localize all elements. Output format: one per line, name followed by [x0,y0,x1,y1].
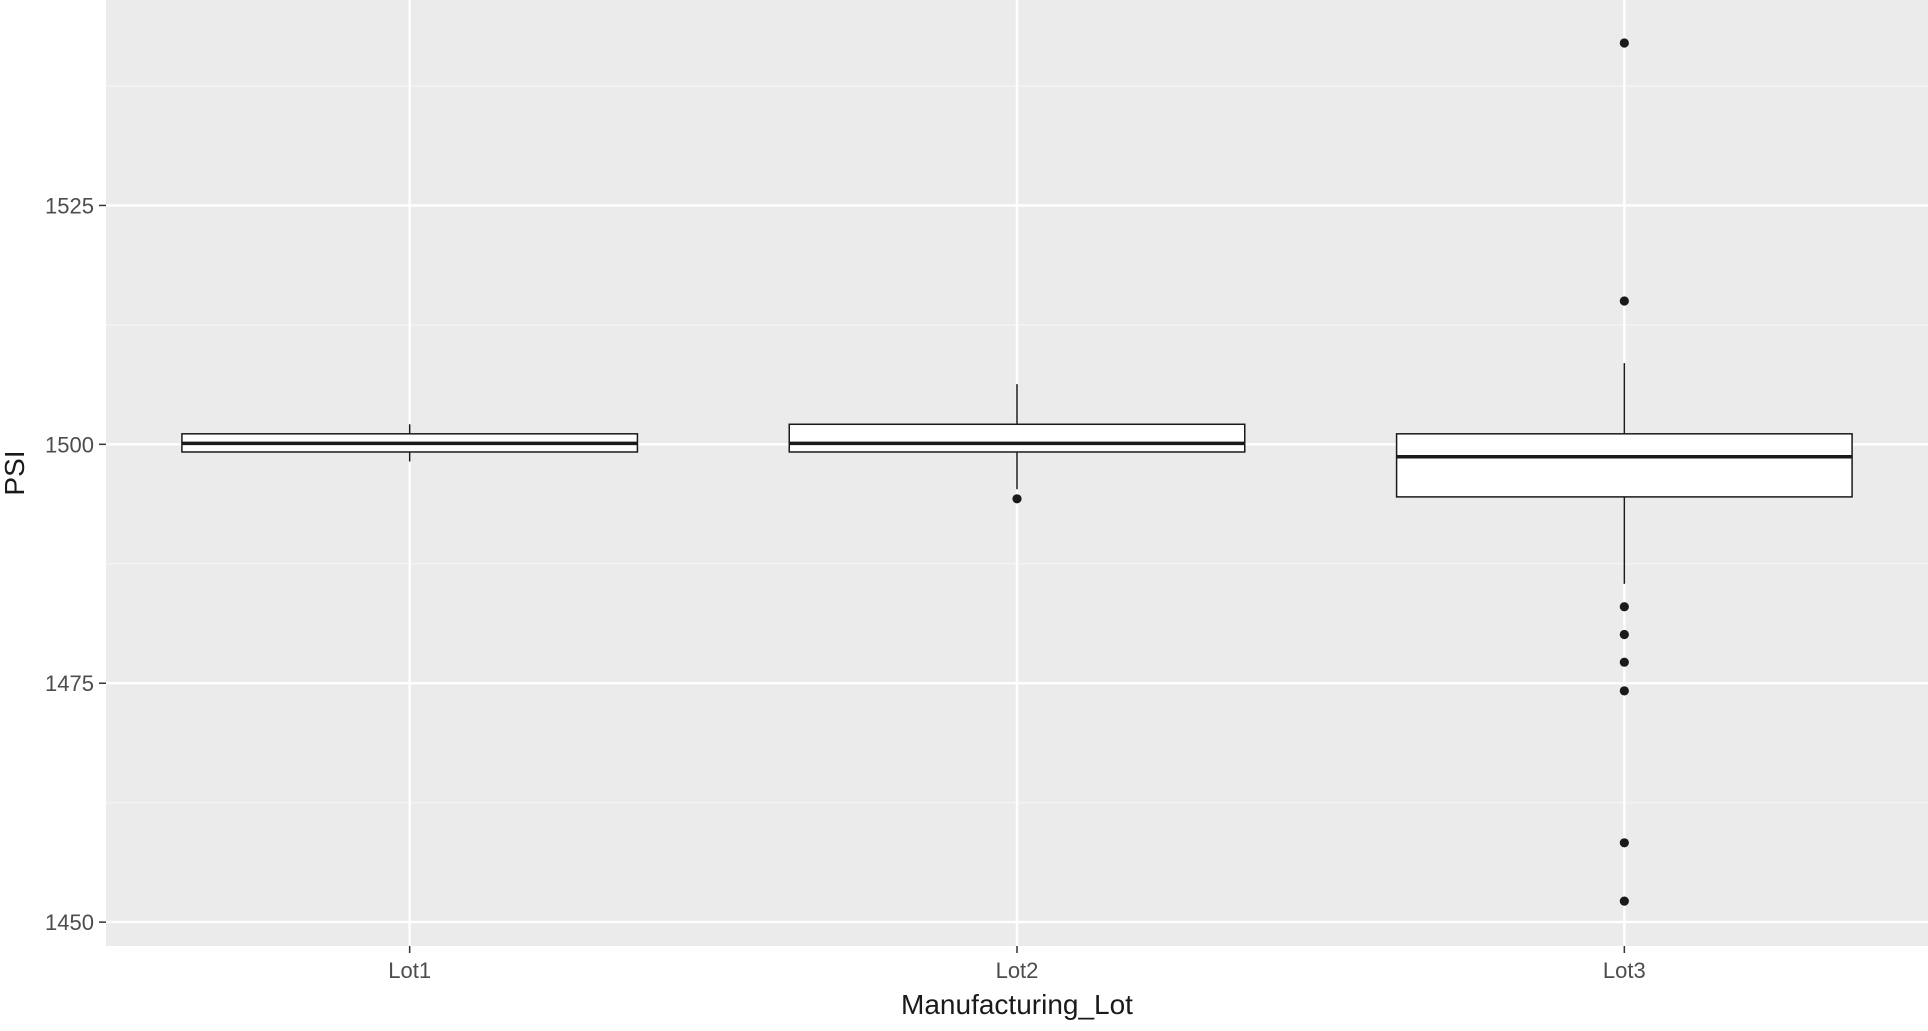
outlier-point [1619,838,1629,848]
y-tick-label: 1525 [45,193,94,218]
box-lot1 [181,424,639,462]
y-tick-label: 1450 [45,910,94,935]
box-iqr [1395,433,1853,498]
outlier-point [1619,629,1629,640]
x-tick-label: Lot1 [388,958,431,983]
outlier-point [1619,296,1629,306]
outlier-point [1619,38,1629,48]
y-tick-label: 1475 [45,671,94,696]
outlier-point [1012,494,1022,504]
outlier-point [1619,896,1629,906]
box-lot2 [788,384,1246,504]
box-lot3 [1395,38,1853,906]
outlier-point [1619,686,1629,696]
boxes-layer [181,38,1853,906]
x-axis: Lot1 Lot2 Lot3 [388,946,1646,983]
outlier-point [1619,602,1629,612]
x-tick-label: Lot3 [1603,958,1646,983]
y-tick-label: 1500 [45,432,94,457]
box-iqr [788,423,1246,453]
x-tick-label: Lot2 [996,958,1039,983]
y-axis-title: PSI [0,450,30,495]
x-axis-title: Manufacturing_Lot [901,989,1133,1020]
y-axis: 1450 1475 1500 1525 [45,193,106,935]
outlier-point [1619,657,1629,667]
